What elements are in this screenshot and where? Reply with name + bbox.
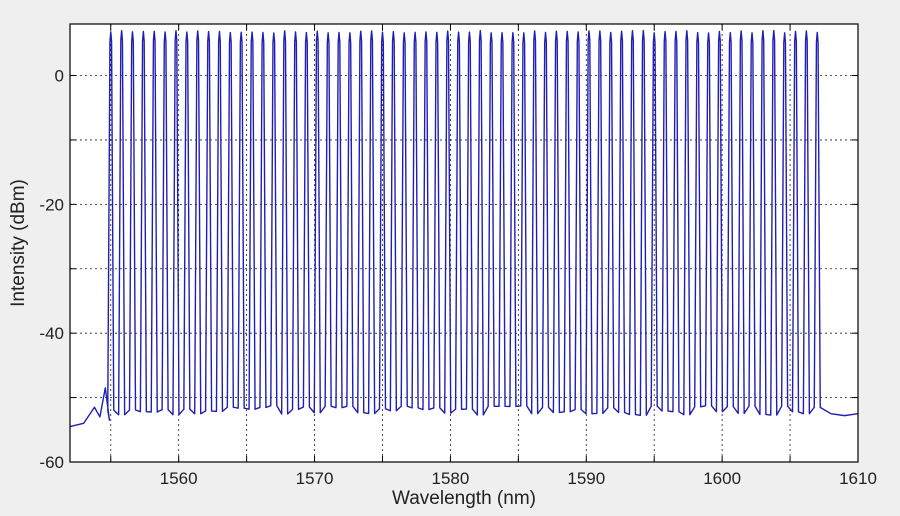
x-tick-label: 1610 [839, 469, 877, 488]
tick-layer: 1560 1570 1580 1590 1600 1610 0 -20 -40 -60 [39, 24, 877, 488]
series-layer [69, 29, 859, 428]
plot-background [70, 24, 858, 462]
x-axis-label: Wavelength (nm) [392, 488, 536, 509]
y-tick-label: -40 [39, 324, 64, 343]
plot-frame [69, 23, 859, 463]
x-tick-label: 1600 [703, 469, 741, 488]
x-tick-label: 1590 [567, 469, 605, 488]
y-tick-label: 0 [55, 67, 64, 86]
spectrum-line [69, 29, 859, 428]
x-tick-label: 1560 [160, 469, 198, 488]
y-tick-label: -20 [39, 195, 64, 214]
y-tick-label: -60 [39, 453, 64, 472]
x-tick-label: 1570 [296, 469, 334, 488]
x-tick-label: 1580 [431, 469, 469, 488]
y-axis-label: Intensity (dBm) [8, 179, 29, 307]
